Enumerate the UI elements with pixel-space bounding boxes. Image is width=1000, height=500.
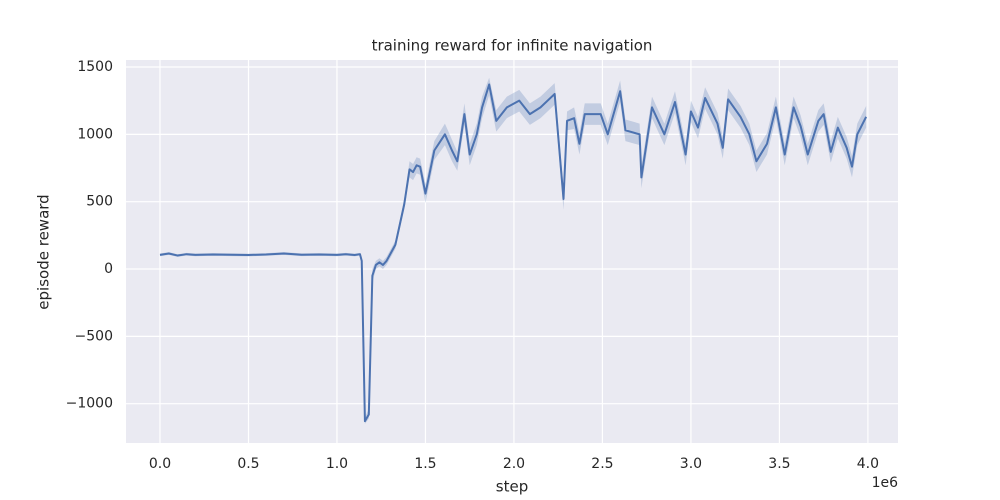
x-tick-label: 0.0 bbox=[149, 456, 171, 472]
x-axis-label: step bbox=[496, 478, 528, 496]
y-axis-label: episode reward bbox=[35, 194, 53, 309]
y-tick-label: 0 bbox=[104, 261, 113, 277]
y-tick-label: −500 bbox=[75, 328, 113, 344]
y-tick-label: 1000 bbox=[77, 126, 113, 142]
y-tick-label: 500 bbox=[86, 194, 113, 210]
y-tick-label: −1000 bbox=[66, 396, 113, 412]
x-tick-label: 3.5 bbox=[768, 456, 790, 472]
x-offset-label: 1e6 bbox=[872, 475, 899, 491]
x-tick-label: 2.0 bbox=[503, 456, 525, 472]
line bbox=[159, 83, 868, 423]
x-tick-label: 1.5 bbox=[414, 456, 436, 472]
x-tick-label: 4.0 bbox=[857, 456, 879, 472]
x-tick-label: 2.5 bbox=[591, 456, 613, 472]
x-tick-label: 0.5 bbox=[237, 456, 259, 472]
plot-area bbox=[126, 60, 898, 443]
x-tick-label: 3.0 bbox=[680, 456, 702, 472]
chart-title: training reward for infinite navigation bbox=[372, 37, 653, 55]
y-tick-label: 1500 bbox=[77, 59, 113, 75]
x-tick-label: 1.0 bbox=[326, 456, 348, 472]
